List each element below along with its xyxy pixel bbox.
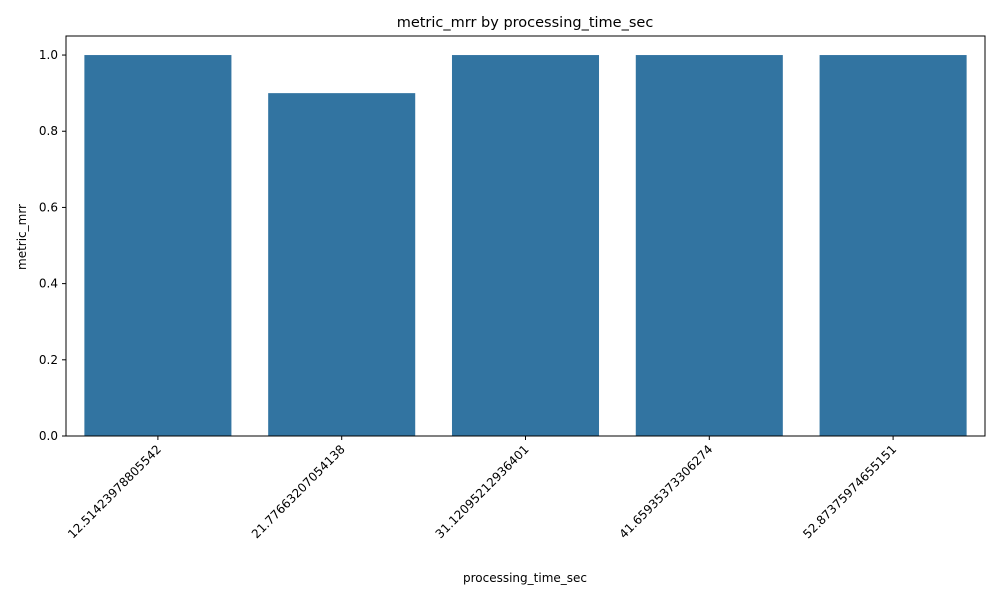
y-ticks: 0.0 0.2 0.4 0.6 0.8 1.0 xyxy=(39,48,66,443)
x-tick-label: 52.87375974655151 xyxy=(800,442,899,541)
bar xyxy=(84,55,232,437)
y-tick-label: 0.8 xyxy=(39,124,58,138)
y-axis-title: metric_mrr xyxy=(15,204,29,270)
y-tick-label: 0.2 xyxy=(39,353,58,367)
y-tick-label: 1.0 xyxy=(39,48,58,62)
chart-title: metric_mrr by processing_time_sec xyxy=(397,15,654,31)
x-tick-label: 41.65935373306274 xyxy=(616,442,715,541)
bars-layer xyxy=(84,55,967,437)
x-axis-title: processing_time_sec xyxy=(463,571,587,585)
bar xyxy=(451,55,600,437)
x-tick-label: 31.12095212936401 xyxy=(433,442,532,541)
bar xyxy=(268,93,416,436)
y-tick-label: 0.6 xyxy=(39,200,58,214)
y-tick-label: 0.4 xyxy=(39,277,58,291)
bar xyxy=(635,55,783,437)
y-tick-label: 0.0 xyxy=(39,429,58,443)
x-tick-label: 21.77663207054138 xyxy=(249,442,348,541)
x-ticks: 12.51423978805542 21.77663207054138 31.120… xyxy=(65,436,899,541)
bar xyxy=(819,55,967,437)
x-tick-label: 12.51423978805542 xyxy=(65,442,164,541)
